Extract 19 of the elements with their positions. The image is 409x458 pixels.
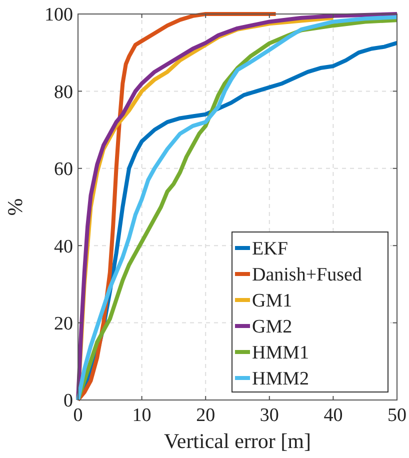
y-tick-label: 0 <box>64 390 73 412</box>
x-tick-label: 50 <box>388 405 406 426</box>
legend-label: HMM1 <box>252 342 310 364</box>
x-tick-label: 40 <box>324 405 343 426</box>
y-tick-label: 80 <box>54 82 73 103</box>
x-tick-label: 20 <box>196 405 216 426</box>
legend-label: GM2 <box>252 316 292 338</box>
x-tick-label: 10 <box>132 405 152 426</box>
x-axis-title: Vertical error [m] <box>164 429 311 453</box>
legend-label: GM1 <box>252 290 292 312</box>
legend-label: EKF <box>252 238 288 260</box>
y-axis-title: % <box>3 198 27 216</box>
legend-label: Danish+Fused <box>252 264 362 286</box>
y-tick-label: 100 <box>44 4 73 26</box>
x-tick-label: 30 <box>260 405 279 426</box>
y-tick-label: 60 <box>54 159 73 180</box>
y-tick-label: 20 <box>54 313 73 334</box>
legend-label: HMM2 <box>252 368 310 390</box>
y-tick-label: 40 <box>54 236 73 258</box>
